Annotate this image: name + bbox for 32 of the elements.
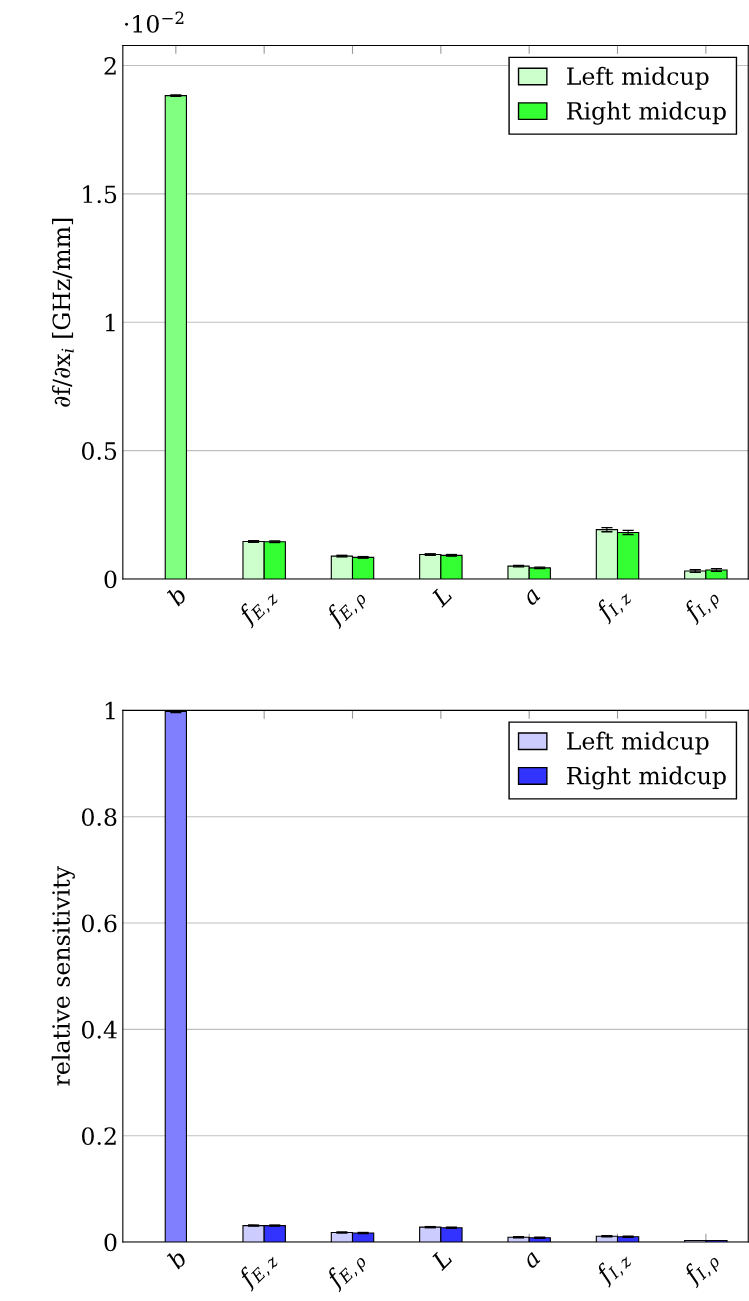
x-tick-label: f$_{E,ρ}$ bbox=[323, 1247, 370, 1294]
legend-label: Right midcup bbox=[567, 101, 726, 125]
y-tick-label: 1.5 bbox=[83, 185, 117, 204]
x-tick-label: f$_{I,ρ}$ bbox=[680, 1247, 723, 1290]
x-tick-label: a bbox=[523, 1251, 541, 1270]
y-tick-label: 0 bbox=[104, 570, 117, 589]
x-tick-label: f$_{I,z}$ bbox=[592, 1247, 634, 1289]
legend-label: Left midcup bbox=[567, 66, 709, 90]
y-tick-label: 0.2 bbox=[81, 1127, 116, 1146]
x-tick-label: f$_{E,ρ}$ bbox=[323, 584, 370, 631]
x-tick-label: b bbox=[165, 584, 188, 607]
legend-label: Right midcup bbox=[567, 766, 726, 790]
x-tick-label: a bbox=[523, 588, 541, 607]
legend-label: Left midcup bbox=[567, 731, 709, 755]
y-tick-label: 0.8 bbox=[81, 808, 117, 826]
text: ·10$^{−2}$ bbox=[125, 11, 184, 33]
x-tick-label: f$_{E,z}$ bbox=[235, 584, 281, 630]
x-tick-label: b bbox=[165, 1247, 188, 1270]
x-tick-label: f$_{I,z}$ bbox=[592, 584, 634, 626]
x-tick-label: f$_{I,ρ}$ bbox=[680, 584, 723, 627]
y-tick-label: 0.6 bbox=[81, 914, 117, 933]
y-tick-label: 1 bbox=[105, 313, 115, 332]
y-tick-label: 0 bbox=[104, 1233, 117, 1252]
x-tick-label: f$_{E,z}$ bbox=[235, 1247, 281, 1293]
y-axis-title: relative sensitivity bbox=[51, 866, 75, 1086]
x-tick-label: L bbox=[430, 585, 453, 608]
x-tick-label: L bbox=[430, 1248, 453, 1271]
y-tick-label: 0.4 bbox=[81, 1020, 117, 1039]
y-tick-label: 1 bbox=[105, 701, 115, 720]
y-tick-label: 2 bbox=[104, 57, 116, 75]
y-axis-title: ∂f/∂x$_{i}$ [GHz/mm] bbox=[52, 218, 74, 407]
y-tick-label: 0.5 bbox=[81, 442, 117, 460]
